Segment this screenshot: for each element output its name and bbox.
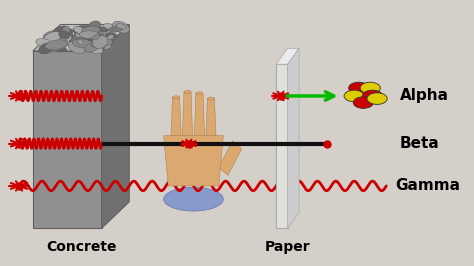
Ellipse shape [79,31,100,39]
Ellipse shape [109,26,123,32]
Circle shape [349,82,369,94]
Ellipse shape [92,35,100,40]
Ellipse shape [184,90,191,93]
Polygon shape [164,136,223,186]
Ellipse shape [73,25,94,34]
Ellipse shape [87,44,103,54]
Ellipse shape [208,97,214,100]
Polygon shape [288,48,299,228]
Ellipse shape [74,27,95,36]
Text: Paper: Paper [265,240,310,254]
Ellipse shape [72,39,94,48]
Ellipse shape [53,27,65,36]
Ellipse shape [43,30,65,41]
Polygon shape [182,92,192,136]
Ellipse shape [112,21,129,33]
Ellipse shape [91,40,111,49]
Ellipse shape [56,47,67,52]
Ellipse shape [89,21,101,31]
Ellipse shape [91,42,104,47]
Polygon shape [33,24,129,51]
Ellipse shape [38,43,54,54]
Polygon shape [276,64,288,228]
Text: Beta: Beta [400,136,440,151]
Polygon shape [102,24,129,228]
Ellipse shape [45,40,68,50]
Ellipse shape [39,46,56,52]
Ellipse shape [78,38,86,41]
Ellipse shape [86,35,95,42]
Ellipse shape [94,36,105,40]
Ellipse shape [60,29,73,38]
Ellipse shape [98,36,113,42]
Ellipse shape [60,35,72,43]
Text: Concrete: Concrete [46,240,116,254]
Polygon shape [171,97,181,136]
Ellipse shape [88,31,101,43]
Ellipse shape [51,43,61,52]
Ellipse shape [73,27,86,34]
Polygon shape [194,93,204,136]
Ellipse shape [90,30,103,36]
Ellipse shape [100,35,106,39]
Ellipse shape [173,96,180,99]
Circle shape [367,93,387,105]
Ellipse shape [55,27,68,35]
Ellipse shape [94,44,105,49]
Polygon shape [206,99,216,136]
Ellipse shape [98,27,108,32]
Ellipse shape [59,31,70,39]
Ellipse shape [46,42,65,52]
Ellipse shape [107,35,114,39]
Ellipse shape [92,35,108,48]
Ellipse shape [75,33,82,38]
Text: Gamma: Gamma [395,178,460,193]
Ellipse shape [50,40,68,51]
Circle shape [344,90,364,102]
Ellipse shape [103,23,117,31]
Ellipse shape [116,24,127,29]
Ellipse shape [84,43,100,52]
Ellipse shape [44,32,62,42]
Ellipse shape [73,43,79,48]
Ellipse shape [56,26,68,32]
Ellipse shape [96,36,112,45]
Polygon shape [276,48,299,64]
Ellipse shape [92,41,109,51]
Ellipse shape [102,41,109,46]
Circle shape [363,90,383,102]
Ellipse shape [196,92,203,95]
Circle shape [353,97,374,108]
Ellipse shape [62,28,73,36]
Ellipse shape [71,34,86,46]
Polygon shape [219,141,242,175]
Ellipse shape [82,26,100,34]
Polygon shape [33,51,102,228]
Ellipse shape [36,39,54,48]
Ellipse shape [83,43,91,49]
Ellipse shape [105,32,118,38]
Ellipse shape [164,187,223,211]
Text: Alpha: Alpha [400,89,449,103]
Ellipse shape [75,38,86,47]
Ellipse shape [68,41,86,54]
Ellipse shape [94,27,105,34]
Ellipse shape [74,43,82,46]
Ellipse shape [77,39,83,44]
Ellipse shape [69,35,84,47]
Ellipse shape [77,40,92,47]
Ellipse shape [62,26,70,34]
Circle shape [360,82,380,94]
